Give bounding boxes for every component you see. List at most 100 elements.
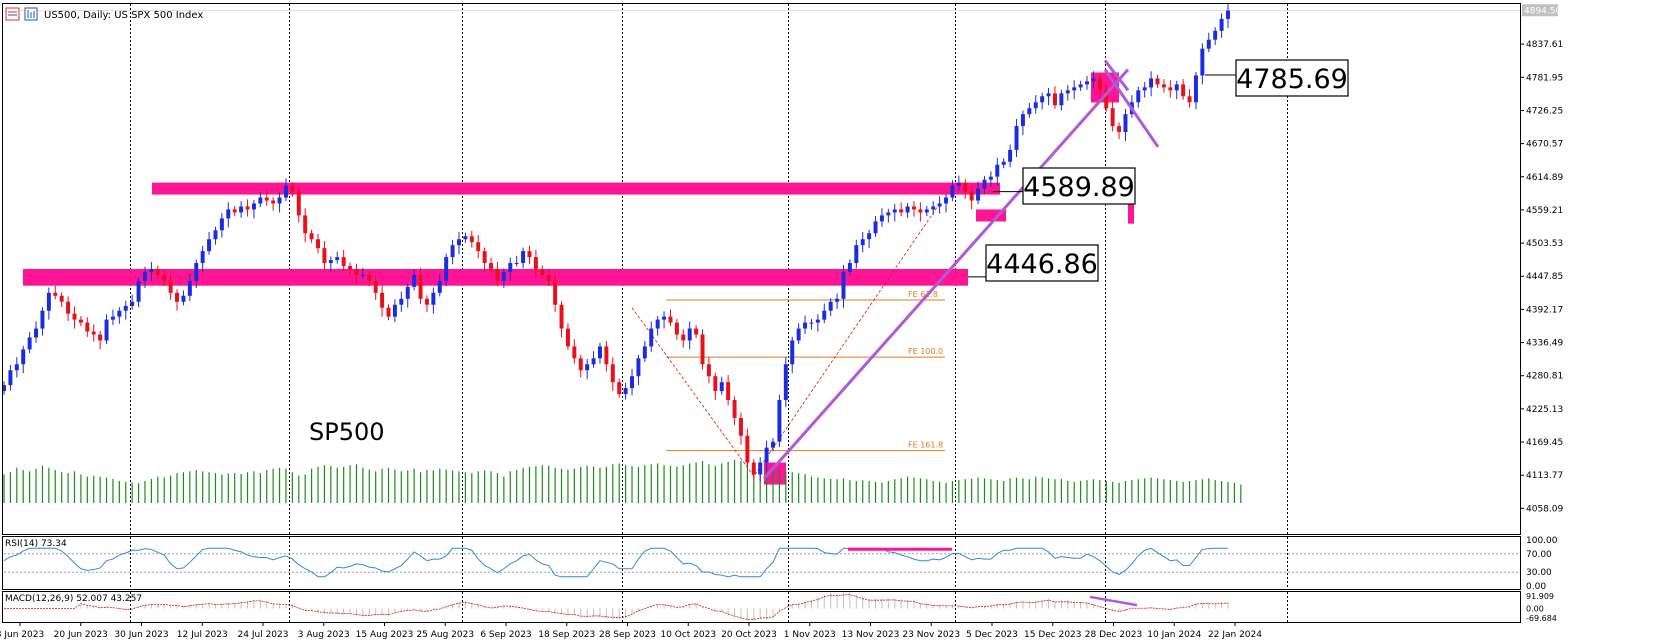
candle [187,273,192,302]
candle-body [521,251,526,264]
candle-body [899,209,904,213]
candle-body [27,337,32,350]
time-tick-label: 13 Nov 2023 [842,630,900,640]
candle [277,192,282,213]
time-tick-label: 10 Jan 2024 [1147,630,1201,640]
candle [976,181,981,205]
candle-body [1155,78,1160,85]
callout-value: 4446.86 [986,249,1098,280]
candle-body [617,382,622,395]
candle-body [918,209,923,213]
candle [713,372,718,401]
candle [136,277,141,308]
macd-tick-label: 0.00 [1526,605,1544,614]
time-tick-label: 5 Dec 2023 [966,630,1018,640]
time-tick-label: 28 Dec 2023 [1085,630,1143,640]
candle-body [34,328,39,338]
candle-body [155,269,160,275]
candle-body [860,239,865,246]
candle-body [399,298,404,305]
candle-body [1142,87,1147,91]
macd-tick-label: -69.684 [1526,614,1557,623]
candle [3,381,6,395]
candle [354,263,359,284]
candle-body [995,164,1000,177]
candle-body [1219,18,1224,31]
candle [495,261,500,287]
rsi-label: RSI(14) 73.34 [5,539,67,549]
candle [546,269,551,287]
candle-body [341,257,346,267]
candle-body [841,271,846,299]
candle [251,199,256,219]
candle-body [258,197,263,204]
candle-body [751,462,756,475]
candle [117,307,122,324]
candle-body [181,295,186,302]
candle [674,319,679,340]
candle [1072,80,1077,100]
candle-body [879,215,884,222]
candle [751,458,756,480]
price-tick-label: 4670.57 [1526,140,1563,150]
candle-body [623,388,628,395]
candle-body [194,263,199,281]
candle [283,178,288,202]
macd-signal-line [4,594,1229,620]
candle [1027,102,1032,118]
candle-body [303,215,308,234]
candle-body [1020,114,1025,127]
candle-body [424,298,429,305]
candle [931,201,936,215]
candle-body [912,206,916,210]
candle-body [803,322,808,329]
zone-marker [1128,185,1134,224]
candle [194,259,199,289]
candle-body [168,280,173,293]
candle [367,271,372,287]
candle [226,202,231,228]
candle [412,269,417,291]
chart-window-icon[interactable] [5,7,20,21]
candle [72,306,77,329]
candle-body [578,358,583,371]
candle-body [290,185,295,192]
fib-level-label: FE 100.0 [908,347,943,356]
candle [988,171,993,187]
candle-body [175,292,180,302]
candle [175,289,180,311]
chart-annotation-text: SP500 [309,418,385,446]
candle [1040,92,1045,110]
candle [59,292,64,308]
candle-body [591,358,596,365]
candle-body [674,322,679,335]
candle [738,412,743,445]
candle-body [905,206,910,213]
candle-body [950,185,955,198]
candle-body [694,328,699,335]
candle-body [1174,84,1179,91]
rsi-tick-label: 30.00 [1526,568,1552,578]
price-tick-label: 4336.49 [1526,339,1563,349]
candle-body [162,274,167,281]
chart-window-icon-2[interactable] [24,7,38,21]
price-tick-label: 4503.53 [1526,239,1563,249]
candle [950,180,955,202]
candle [533,249,538,278]
candle [956,175,961,191]
rsi-panel [2,536,1521,590]
candle-body [597,346,602,359]
candle [322,241,327,271]
candle [1020,110,1025,136]
candle-body [636,358,641,377]
candle-body [360,274,365,276]
time-tick-label: 24 Jul 2023 [238,630,289,640]
candle-body [1226,10,1230,19]
rsi-line [3,547,1228,578]
candle [149,261,154,281]
candle [617,378,622,398]
candle-body [931,206,936,210]
candle [559,301,564,338]
candle [258,192,263,208]
candle [764,440,769,472]
